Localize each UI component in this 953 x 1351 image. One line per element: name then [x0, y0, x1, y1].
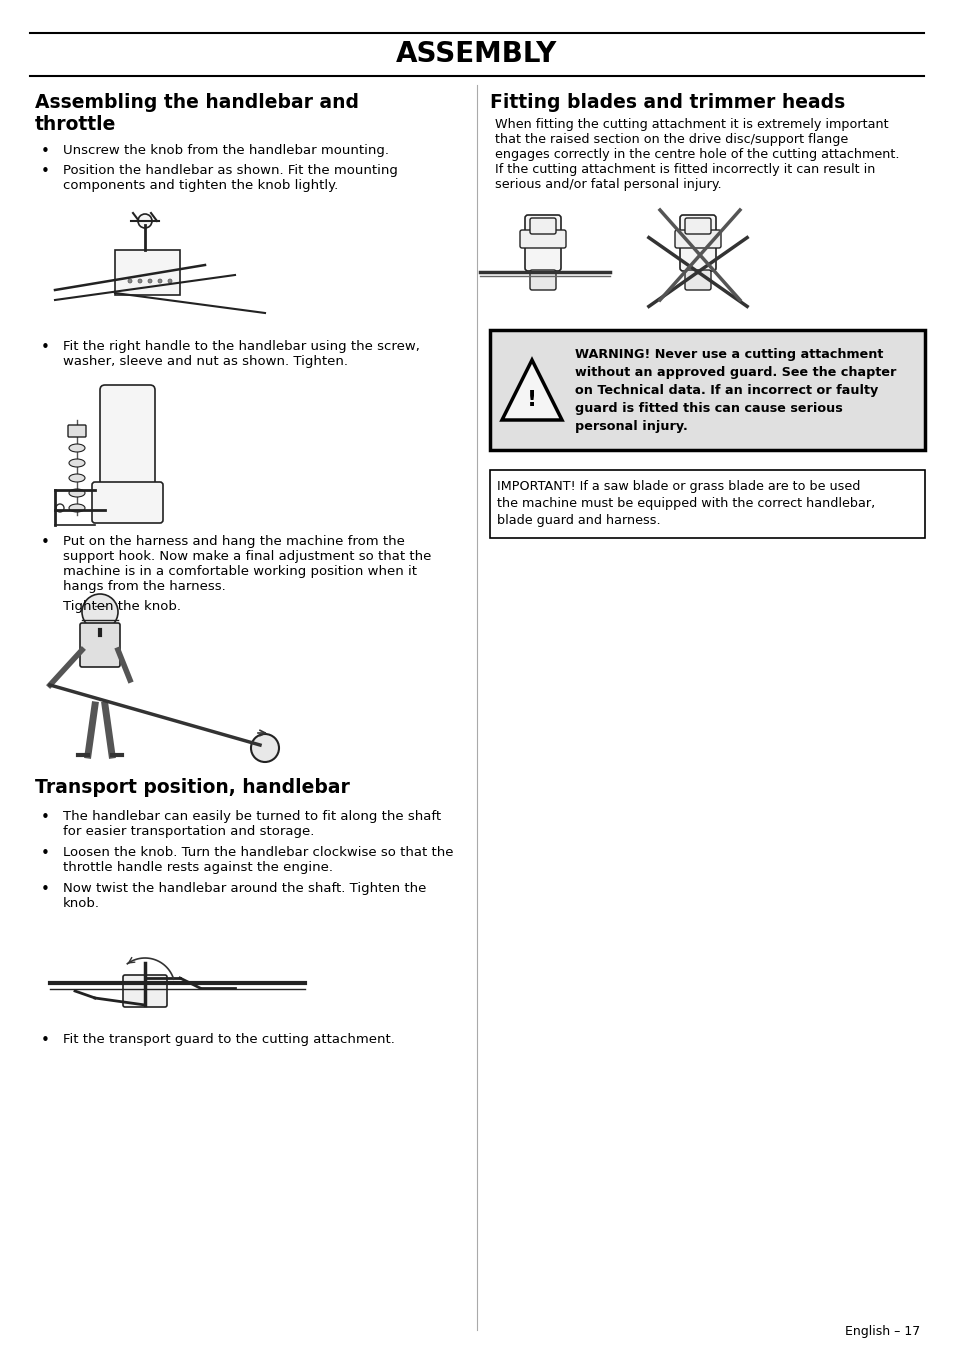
FancyBboxPatch shape: [684, 270, 710, 290]
FancyBboxPatch shape: [91, 482, 163, 523]
Text: for easier transportation and storage.: for easier transportation and storage.: [63, 825, 314, 838]
Text: that the raised section on the drive disc/support flange: that the raised section on the drive dis…: [495, 132, 847, 146]
Text: WARNING! Never use a cutting attachment: WARNING! Never use a cutting attachment: [575, 349, 882, 361]
Ellipse shape: [69, 504, 85, 512]
Polygon shape: [501, 359, 561, 420]
Text: The handlebar can easily be turned to fit along the shaft: The handlebar can easily be turned to fi…: [63, 811, 440, 823]
Text: •: •: [41, 1034, 50, 1048]
Circle shape: [251, 734, 278, 762]
Text: ASSEMBLY: ASSEMBLY: [395, 41, 558, 68]
Circle shape: [56, 504, 64, 512]
Text: Fitting blades and trimmer heads: Fitting blades and trimmer heads: [490, 93, 844, 112]
Text: Assembling the handlebar and: Assembling the handlebar and: [35, 93, 358, 112]
Circle shape: [138, 280, 142, 282]
FancyBboxPatch shape: [530, 270, 556, 290]
FancyBboxPatch shape: [100, 385, 154, 505]
Circle shape: [82, 594, 118, 630]
Polygon shape: [115, 250, 180, 295]
Text: without an approved guard. See the chapter: without an approved guard. See the chapt…: [575, 366, 896, 380]
Text: throttle: throttle: [35, 115, 116, 134]
Text: machine is in a comfortable working position when it: machine is in a comfortable working posi…: [63, 565, 416, 578]
FancyBboxPatch shape: [490, 330, 924, 450]
Text: English – 17: English – 17: [843, 1325, 919, 1337]
Circle shape: [128, 280, 132, 282]
FancyBboxPatch shape: [519, 230, 565, 249]
Text: washer, sleeve and nut as shown. Tighten.: washer, sleeve and nut as shown. Tighten…: [63, 355, 348, 367]
Ellipse shape: [69, 489, 85, 497]
Text: Now twist the handlebar around the shaft. Tighten the: Now twist the handlebar around the shaft…: [63, 882, 426, 894]
FancyBboxPatch shape: [524, 215, 560, 272]
FancyBboxPatch shape: [530, 218, 556, 234]
Text: Put on the harness and hang the machine from the: Put on the harness and hang the machine …: [63, 535, 404, 549]
Circle shape: [158, 280, 162, 282]
Circle shape: [168, 280, 172, 282]
Text: knob.: knob.: [63, 897, 100, 911]
FancyBboxPatch shape: [123, 975, 167, 1006]
Circle shape: [138, 213, 152, 228]
Text: throttle handle rests against the engine.: throttle handle rests against the engine…: [63, 861, 333, 874]
Circle shape: [148, 280, 152, 282]
Text: •: •: [41, 882, 50, 897]
Text: support hook. Now make a final adjustment so that the: support hook. Now make a final adjustmen…: [63, 550, 431, 563]
Text: the machine must be equipped with the correct handlebar,: the machine must be equipped with the co…: [497, 497, 874, 509]
Text: components and tighten the knob lightly.: components and tighten the knob lightly.: [63, 178, 338, 192]
Text: personal injury.: personal injury.: [575, 420, 687, 434]
Ellipse shape: [69, 474, 85, 482]
Text: •: •: [41, 163, 50, 178]
Ellipse shape: [69, 459, 85, 467]
Text: Transport position, handlebar: Transport position, handlebar: [35, 778, 350, 797]
Text: •: •: [41, 535, 50, 550]
Text: guard is fitted this can cause serious: guard is fitted this can cause serious: [575, 403, 841, 415]
FancyBboxPatch shape: [679, 215, 716, 272]
Text: •: •: [41, 340, 50, 355]
Text: serious and/or fatal personal injury.: serious and/or fatal personal injury.: [495, 178, 720, 190]
Text: Unscrew the knob from the handlebar mounting.: Unscrew the knob from the handlebar moun…: [63, 145, 389, 157]
Text: •: •: [41, 811, 50, 825]
FancyBboxPatch shape: [490, 470, 924, 538]
Text: on Technical data. If an incorrect or faulty: on Technical data. If an incorrect or fa…: [575, 384, 878, 397]
Text: Fit the transport guard to the cutting attachment.: Fit the transport guard to the cutting a…: [63, 1034, 395, 1046]
Ellipse shape: [69, 444, 85, 453]
Text: If the cutting attachment is fitted incorrectly it can result in: If the cutting attachment is fitted inco…: [495, 163, 875, 176]
FancyBboxPatch shape: [80, 623, 120, 667]
FancyBboxPatch shape: [68, 426, 86, 436]
Text: Tighten the knob.: Tighten the knob.: [63, 600, 181, 613]
Text: Loosen the knob. Turn the handlebar clockwise so that the: Loosen the knob. Turn the handlebar cloc…: [63, 846, 453, 859]
Text: Fit the right handle to the handlebar using the screw,: Fit the right handle to the handlebar us…: [63, 340, 419, 353]
Text: •: •: [41, 846, 50, 861]
Text: IMPORTANT! If a saw blade or grass blade are to be used: IMPORTANT! If a saw blade or grass blade…: [497, 480, 860, 493]
Text: hangs from the harness.: hangs from the harness.: [63, 580, 226, 593]
Text: Position the handlebar as shown. Fit the mounting: Position the handlebar as shown. Fit the…: [63, 163, 397, 177]
Text: blade guard and harness.: blade guard and harness.: [497, 513, 659, 527]
Text: engages correctly in the centre hole of the cutting attachment.: engages correctly in the centre hole of …: [495, 149, 899, 161]
Text: When fitting the cutting attachment it is extremely important: When fitting the cutting attachment it i…: [495, 118, 887, 131]
Text: •: •: [41, 145, 50, 159]
Text: !: !: [526, 390, 537, 409]
Bar: [50, 195, 280, 326]
FancyBboxPatch shape: [675, 230, 720, 249]
FancyBboxPatch shape: [684, 218, 710, 234]
